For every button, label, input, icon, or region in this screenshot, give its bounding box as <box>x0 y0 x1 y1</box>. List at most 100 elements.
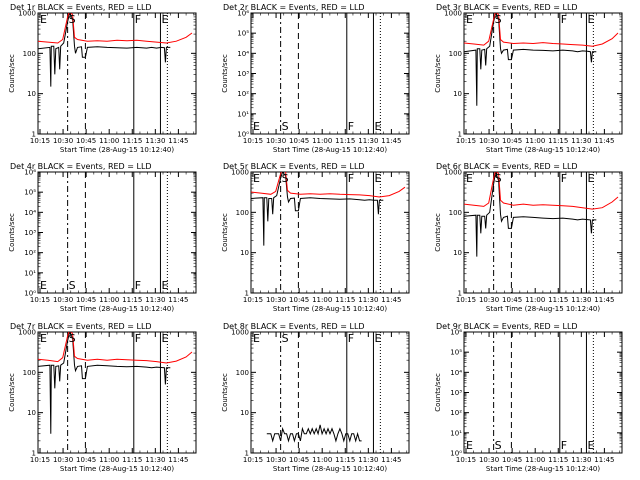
x-tick-label: 11:45 <box>594 296 614 304</box>
event-marker-label: S <box>69 13 76 26</box>
x-tick-label: 11:15 <box>548 137 568 145</box>
x-tick-label: 10:45 <box>289 296 309 304</box>
x-tick-label: 10:30 <box>479 296 499 304</box>
panel-det-7: Det 7r BLACK = Events, RED = LLD 1 10 100 10… <box>8 322 197 473</box>
y-tick-label: 10² <box>237 90 249 98</box>
y-tick-label: 10 <box>453 249 462 257</box>
x-axis-label: Start Time (28-Aug-15 10:12:40) <box>486 305 600 313</box>
y-tick-label: 10 <box>240 249 249 257</box>
x-tick-label: 11:45 <box>381 456 401 464</box>
event-marker-label: S <box>282 120 289 133</box>
events-series-line <box>464 13 597 106</box>
y-axis-label: Counts/sec <box>434 373 442 412</box>
x-tick-label: 11:30 <box>145 296 165 304</box>
event-marker-label: F <box>348 120 354 133</box>
event-marker-label: E <box>466 439 473 452</box>
plot-frame <box>463 12 623 135</box>
x-axis-label: Start Time (28-Aug-15 10:12:40) <box>273 305 387 313</box>
y-tick-label: 100 <box>23 50 36 58</box>
event-marker-label: E <box>40 332 47 345</box>
y-tick-label: 10⁵ <box>450 349 462 357</box>
x-tick-label: 10:15 <box>30 456 50 464</box>
lld-series-line <box>38 13 193 44</box>
events-series-line <box>38 332 171 434</box>
event-marker-label: E <box>374 120 381 133</box>
x-tick-label: 11:15 <box>548 456 568 464</box>
x-tick-label: 11:00 <box>99 137 119 145</box>
lld-series-line <box>251 172 406 198</box>
x-tick-label: 11:00 <box>525 456 545 464</box>
x-tick-label: 10:45 <box>76 456 96 464</box>
y-axis-label: Counts/sec <box>221 373 229 412</box>
y-tick-label: 1000 <box>444 10 462 18</box>
x-tick-label: 11:30 <box>145 137 165 145</box>
panel-det-9: Det 9r BLACK = Events, RED = LLD 10⁰ 10¹ 10… <box>434 322 623 473</box>
y-axis-label: Counts/sec <box>434 54 442 93</box>
panel-title: Det 6r BLACK = Events, RED = LLD <box>436 162 578 171</box>
y-tick-label: 1000 <box>18 10 36 18</box>
y-tick-label: 1000 <box>231 169 249 177</box>
event-marker-label: S <box>495 439 502 452</box>
event-marker-label: F <box>135 332 141 345</box>
x-tick-label: 10:30 <box>266 137 286 145</box>
y-tick-label: 1 <box>245 450 249 458</box>
panel-det-5: Det 5r BLACK = Events, RED = LLD 1 10 100 10… <box>221 162 410 313</box>
panel-det-8: Det 8r BLACK = Events, RED = LLD 1 10 100 10… <box>221 322 410 473</box>
events-series-line <box>251 172 384 246</box>
event-marker-label: F <box>561 439 567 452</box>
y-tick-label: 10⁰ <box>237 131 249 139</box>
panel-det-3: Det 3r BLACK = Events, RED = LLD 1 10 100 10… <box>434 3 623 154</box>
lld-series-line <box>464 13 619 47</box>
x-axis-label: Start Time (28-Aug-15 10:12:40) <box>273 465 387 473</box>
event-marker-label: E <box>587 13 594 26</box>
event-marker-label: E <box>161 332 168 345</box>
event-marker-label: E <box>587 172 594 185</box>
x-tick-label: 10:45 <box>289 456 309 464</box>
event-marker-label: E <box>253 120 260 133</box>
x-tick-label: 10:45 <box>76 296 96 304</box>
event-marker-label: E <box>587 439 594 452</box>
y-tick-label: 1000 <box>231 329 249 337</box>
x-tick-label: 11:30 <box>358 456 378 464</box>
x-tick-label: 11:45 <box>168 456 188 464</box>
x-tick-label: 11:15 <box>335 137 355 145</box>
y-tick-label: 10⁴ <box>24 209 36 217</box>
event-marker-label: F <box>561 13 567 26</box>
y-tick-label: 10¹ <box>450 429 462 437</box>
lld-series-line <box>464 172 619 210</box>
event-marker-label: E <box>253 332 260 345</box>
x-tick-label: 11:00 <box>99 456 119 464</box>
x-tick-label: 10:15 <box>243 296 263 304</box>
events-series-line <box>464 172 597 257</box>
y-tick-label: 10 <box>27 409 36 417</box>
y-tick-label: 100 <box>23 369 36 377</box>
panel-title: Det 1r BLACK = Events, RED = LLD <box>10 3 152 12</box>
lld-series-line <box>38 332 193 364</box>
plot-frame <box>250 171 410 294</box>
event-marker-label: E <box>374 332 381 345</box>
x-tick-label: 10:30 <box>479 137 499 145</box>
y-axis-label: Counts/sec <box>221 213 229 252</box>
y-tick-label: 10³ <box>237 70 249 78</box>
y-tick-label: 100 <box>449 209 462 217</box>
y-tick-label: 10⁴ <box>450 369 462 377</box>
event-marker-label: S <box>282 172 289 185</box>
event-marker-label: E <box>40 13 47 26</box>
y-axis-label: Counts/sec <box>8 373 16 412</box>
y-tick-label: 1 <box>458 290 462 298</box>
event-marker-label: F <box>135 279 141 292</box>
x-tick-label: 10:45 <box>502 296 522 304</box>
x-tick-label: 11:00 <box>99 296 119 304</box>
y-tick-label: 1 <box>245 290 249 298</box>
y-tick-label: 1000 <box>444 169 462 177</box>
event-marker-label: F <box>561 172 567 185</box>
x-tick-label: 11:15 <box>122 456 142 464</box>
plot-frame <box>37 12 197 135</box>
event-marker-label: F <box>348 172 354 185</box>
plot-frame <box>463 331 623 454</box>
event-marker-label: S <box>69 332 76 345</box>
event-marker-label: S <box>495 172 502 185</box>
y-tick-label: 10³ <box>450 389 462 397</box>
x-tick-label: 11:30 <box>571 456 591 464</box>
y-tick-label: 10³ <box>24 229 36 237</box>
